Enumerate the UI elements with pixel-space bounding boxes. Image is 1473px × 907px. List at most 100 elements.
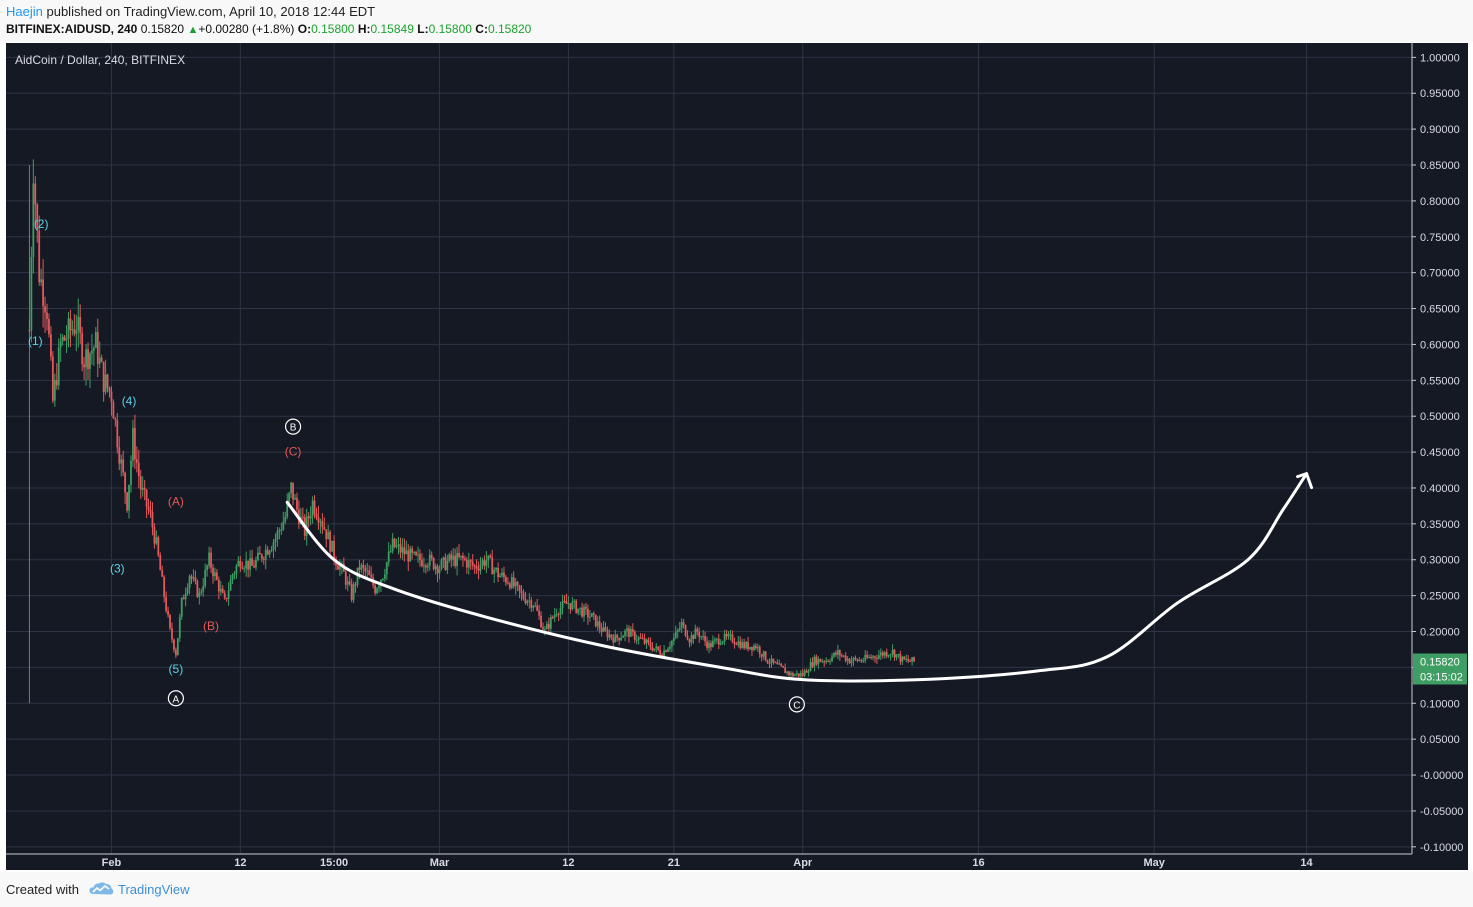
candle-body xyxy=(401,547,404,553)
candle-body xyxy=(448,554,451,561)
circle-label-ring xyxy=(284,418,302,435)
candle-body xyxy=(606,630,609,638)
candle-body xyxy=(329,531,332,552)
candle-body xyxy=(579,607,582,609)
candle-body xyxy=(200,591,203,593)
price-chart[interactable]: (1) (2) (3) (4) (5) (A) (B) (C) A B C 1.00000 0.950… xyxy=(6,43,1468,870)
candle-body xyxy=(208,552,210,566)
candle-body xyxy=(38,230,41,283)
author-link[interactable]: Haejin xyxy=(6,4,43,19)
candle-body xyxy=(799,673,802,677)
candle-body xyxy=(130,460,132,485)
candle-body xyxy=(53,379,56,401)
candle-body xyxy=(212,567,214,577)
candle-body xyxy=(100,357,103,362)
y-tick-label: -0.05000 xyxy=(1420,806,1463,818)
candle-body xyxy=(733,641,736,644)
candle-body xyxy=(206,565,209,570)
close-value: 0.15820 xyxy=(487,22,532,36)
candle-body xyxy=(907,659,910,661)
candle-body xyxy=(157,537,160,556)
candle-body xyxy=(108,387,111,392)
candle-body xyxy=(278,530,281,532)
candle-body xyxy=(782,666,785,668)
candle-body xyxy=(91,350,93,354)
candle-body xyxy=(61,336,64,342)
y-tick-label: -0.10000 xyxy=(1420,842,1463,854)
candle-body xyxy=(842,655,845,657)
candle-body xyxy=(59,341,62,348)
candle-body xyxy=(133,427,136,460)
candle-body xyxy=(126,492,128,511)
candle-body xyxy=(376,588,378,594)
candle-body xyxy=(536,605,539,611)
candle-body xyxy=(282,521,285,530)
candle-body xyxy=(118,447,121,464)
candle-body xyxy=(415,552,417,556)
candle-body xyxy=(901,656,904,662)
y-tick-label: 0.20000 xyxy=(1420,627,1460,639)
price-axis[interactable] xyxy=(1412,43,1468,854)
symbol-label: BITFINEX:AIDUSD, 240 xyxy=(6,22,138,36)
candle-body xyxy=(268,551,271,555)
candle-body xyxy=(854,657,857,660)
candle-body xyxy=(587,608,589,618)
candle-body xyxy=(819,658,822,662)
candle-body xyxy=(184,593,187,600)
candle-body xyxy=(165,597,168,611)
candle-body xyxy=(315,513,318,518)
candle-body xyxy=(602,627,605,632)
arrow-head-icon xyxy=(1296,472,1314,490)
chart-footer: Created with TradingView xyxy=(0,872,1473,907)
candle-body xyxy=(553,614,556,618)
low-value: 0.15800 xyxy=(428,22,472,36)
tradingview-link[interactable]: TradingView xyxy=(118,882,190,897)
circle-label-ring xyxy=(167,690,184,707)
candle-body xyxy=(747,641,749,650)
candle-body xyxy=(776,662,779,665)
candle-body xyxy=(44,306,46,313)
candle-body xyxy=(198,592,201,597)
candle-body xyxy=(702,635,705,637)
candle-body xyxy=(274,538,277,543)
candle-body xyxy=(241,567,244,569)
candle-body xyxy=(585,606,587,609)
candle-body xyxy=(30,257,33,331)
candle-body xyxy=(262,558,265,560)
candle-body xyxy=(715,638,718,640)
candle-body xyxy=(879,652,882,656)
candle-body xyxy=(348,581,351,585)
y-tick-label: 0.25000 xyxy=(1420,591,1460,603)
created-with-text: Created with xyxy=(6,882,79,897)
candle-body xyxy=(307,516,310,519)
candle-body xyxy=(575,600,578,613)
candle-body xyxy=(471,561,474,566)
candle-body xyxy=(325,529,328,540)
candle-body xyxy=(667,648,669,652)
candle-body xyxy=(670,640,673,647)
wave-label: (5) xyxy=(169,662,184,676)
drawing-layer xyxy=(285,472,1314,683)
published-text: published on TradingView.com, April 10, … xyxy=(46,4,376,19)
countdown-badge xyxy=(1413,669,1467,685)
candle-body xyxy=(321,521,324,527)
candle-body xyxy=(171,628,173,640)
candle-body xyxy=(631,629,634,632)
candle-body xyxy=(905,659,908,661)
candle-body xyxy=(462,555,464,559)
candle-body xyxy=(790,673,792,676)
y-tick-label: 0.80000 xyxy=(1420,196,1460,208)
candle-body xyxy=(758,646,761,655)
wave-label: (4) xyxy=(122,394,137,408)
price-axis-labels: 1.00000 0.95000 0.90000 0.85000 0.80000 0.750… xyxy=(1412,52,1463,854)
candle-body xyxy=(292,482,294,500)
circle-label-ring xyxy=(788,696,805,713)
time-axis[interactable] xyxy=(6,854,1412,870)
candle-body xyxy=(102,361,105,393)
wave-label: (A) xyxy=(168,494,184,508)
candle-body xyxy=(139,476,142,490)
candle-body xyxy=(852,657,855,661)
candle-body xyxy=(317,517,320,523)
candle-body xyxy=(542,627,544,630)
candle-body xyxy=(717,638,720,645)
